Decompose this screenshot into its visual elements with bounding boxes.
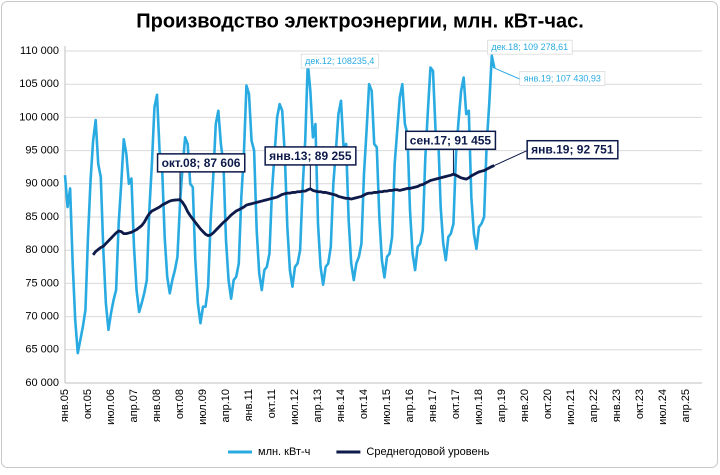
x-tick-label: апр.16 [404,389,416,422]
x-tick-label: июл.09 [197,389,209,425]
x-tick-label: окт.17 [450,389,462,419]
x-tick-label: окт.08 [174,389,186,419]
x-tick-label: апр.10 [220,389,232,422]
x-tick-label: июл.18 [473,389,485,425]
data-label-box [526,139,619,160]
data-label: янв.13; 89 255 [269,149,352,163]
x-tick-label: окт.20 [542,389,554,419]
legend-label: млн. кВт-ч [258,446,310,458]
monthly-line [63,54,496,355]
y-tick-label: 110 000 [20,45,59,57]
x-tick-label: апр.25 [680,389,692,422]
x-tick-label: окт.11 [266,389,278,418]
y-tick-label: 85 000 [25,211,59,223]
legend-label: Среднегодовой уровень [366,446,489,458]
data-label: сен.17; 91 455 [410,133,492,147]
x-tick-label: апр.07 [128,389,140,422]
x-tick-label: окт.14 [358,389,370,419]
average-line [92,164,495,256]
x-tick-label: окт.23 [634,389,646,419]
chart-frame [1,1,718,468]
data-label-box [487,39,573,55]
data-label-group: янв.19; 92 751 [526,139,619,160]
data-label-box [405,130,497,151]
leader-line [494,67,520,80]
y-tick-label: 95 000 [25,145,59,157]
data-label-box [300,53,379,69]
x-tick-label: апр.13 [312,389,324,422]
data-label-box [156,153,246,173]
data-label: окт.08; 87 606 [162,156,241,170]
x-tick-label: янв.05 [59,389,71,422]
y-tick-label: 65 000 [25,344,59,356]
y-tick-label: 105 000 [19,78,59,90]
x-tick-label: янв.11 [243,389,255,421]
x-tick-label: янв.14 [335,389,347,422]
x-tick-label: апр.19 [496,389,508,422]
x-tick-label: июл.12 [289,389,301,425]
data-label-group: дек.18; 109 278,61 [487,39,573,55]
x-tick-label: окт.05 [82,389,94,419]
x-tick-label: янв.08 [151,389,163,422]
x-tick-label: июл.15 [381,389,393,425]
data-label: янв.19; 107 430,93 [524,73,601,83]
x-tick-label: янв.17 [427,389,439,422]
data-label-group: янв.19; 107 430,93 [519,71,606,86]
y-tick-label: 100 000 [19,111,59,123]
x-tick-label: апр.22 [588,389,600,422]
data-label: дек.18; 109 278,61 [491,42,568,52]
leader-line [494,150,528,166]
data-label-group: сен.17; 91 455 [405,130,497,151]
data-label-group: дек.12; 108235,4 [300,53,379,69]
y-tick-label: 80 000 [25,244,59,256]
data-label-group: окт.08; 87 606 [156,153,246,173]
data-label-group: янв.13; 89 255 [264,146,357,166]
data-label: дек.12; 108235,4 [305,56,374,66]
y-tick-label: 90 000 [25,178,59,190]
x-tick-label: июл.06 [105,389,117,425]
x-tick-label: янв.20 [519,389,531,422]
y-tick-label: 70 000 [25,311,59,323]
y-tick-label: 60 000 [25,377,59,389]
data-label: янв.19; 92 751 [531,143,614,157]
data-label-box [519,71,606,86]
x-tick-label: июл.21 [565,389,577,425]
data-label-box [264,146,357,166]
x-tick-label: янв.23 [611,389,623,422]
y-tick-label: 75 000 [25,277,59,289]
chart-title: Производство электроэнергии, млн. кВт-ча… [136,10,584,32]
x-tick-label: июл.24 [657,389,669,425]
